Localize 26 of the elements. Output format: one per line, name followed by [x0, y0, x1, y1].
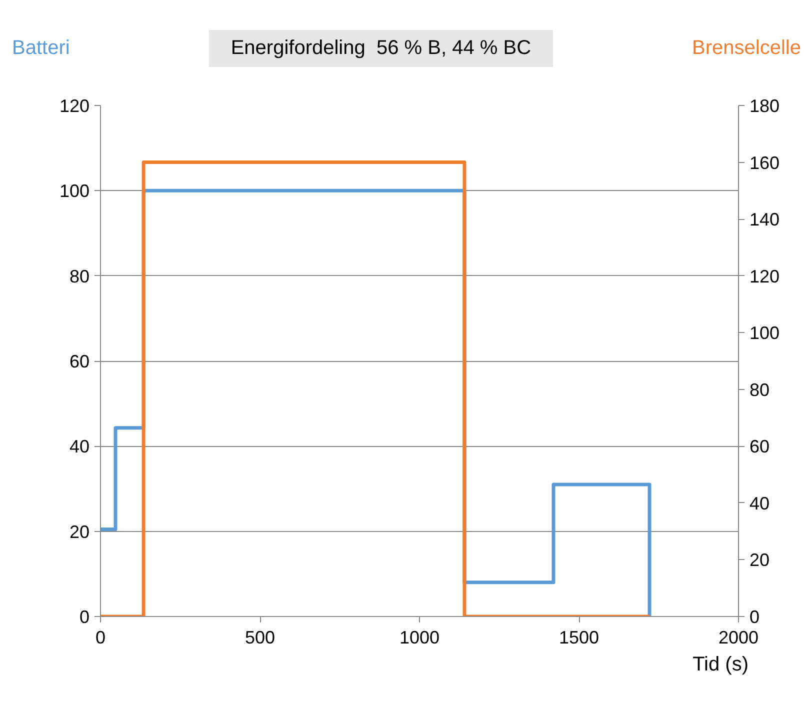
x-tick-label: 2000 [718, 628, 759, 648]
y2-tick-label: 60 [750, 436, 770, 457]
y-tick-label: 100 [59, 181, 90, 202]
y-tick-label: 120 [59, 96, 90, 116]
y2-axis-title: Brenselcelle [692, 36, 801, 61]
text: Energifordeling 56 % B, 44 % BC [208, 30, 554, 67]
x-tick-label: 0 [95, 628, 106, 648]
y2-tick-label: 40 [750, 493, 770, 514]
y-tick-label: 20 [69, 522, 90, 542]
y2-tick-label: 0 [750, 607, 760, 627]
x-tick-label: 500 [244, 628, 276, 648]
y-axis-title: Batteri [12, 36, 70, 61]
y2-tick-label: 160 [750, 152, 780, 173]
y-tick-label: 60 [69, 352, 90, 372]
y2-tick-label: 20 [750, 550, 770, 570]
y-tick-label: 40 [69, 436, 90, 457]
y2-tick-label: 120 [750, 266, 780, 286]
y2-tick-label: 100 [750, 323, 780, 344]
y-tick-label: 80 [69, 266, 90, 286]
y2-tick-label: 80 [750, 380, 770, 400]
y2-tick-label: 140 [750, 210, 780, 230]
x-axis-title: Tid (s) [692, 654, 749, 676]
y-tick-label: 0 [79, 607, 90, 627]
x-tick-label: 1000 [399, 628, 440, 648]
y2-tick-label: 180 [750, 96, 780, 116]
x-tick-label: 1500 [558, 628, 600, 648]
